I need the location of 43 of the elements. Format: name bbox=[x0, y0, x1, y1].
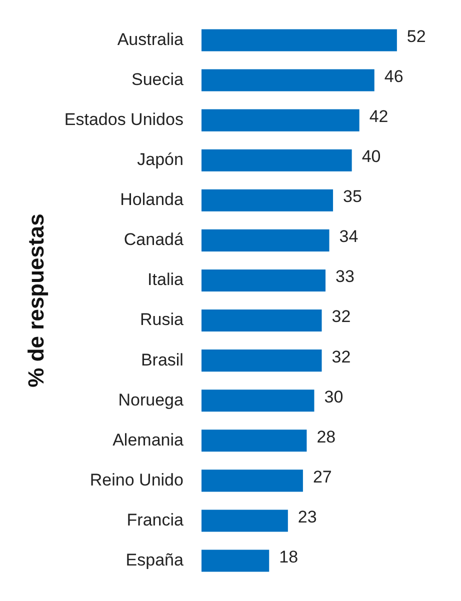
bar bbox=[201, 69, 374, 92]
bar bbox=[201, 470, 303, 492]
y-tick-label: Francia bbox=[126, 510, 184, 530]
y-tick-label: España bbox=[126, 550, 184, 570]
y-axis-title: % de respuestas bbox=[23, 214, 48, 388]
y-tick-label: Reino Unido bbox=[90, 470, 184, 490]
y-tick-label: Alemania bbox=[112, 430, 184, 450]
y-tick-label: Estados Unidos bbox=[64, 110, 184, 129]
bar bbox=[201, 350, 322, 372]
bar bbox=[201, 109, 360, 132]
data-label: 33 bbox=[336, 267, 354, 286]
bar bbox=[201, 29, 397, 52]
y-tick-label: Suecia bbox=[131, 70, 184, 89]
data-label: 27 bbox=[312, 467, 332, 486]
data-label: 34 bbox=[339, 227, 358, 246]
bar bbox=[201, 149, 352, 172]
data-label: 40 bbox=[362, 147, 381, 166]
data-label: 42 bbox=[369, 106, 388, 126]
y-tick-label: Rusia bbox=[140, 310, 184, 330]
bar bbox=[201, 390, 314, 412]
data-label: 32 bbox=[332, 307, 351, 326]
y-tick-label: Brasil bbox=[140, 350, 184, 370]
data-label: 18 bbox=[279, 547, 298, 566]
bar bbox=[201, 510, 288, 532]
y-tick-label: Holanda bbox=[120, 190, 184, 210]
data-label: 30 bbox=[324, 387, 344, 406]
bar bbox=[201, 269, 326, 292]
bar bbox=[201, 550, 270, 572]
bar bbox=[201, 310, 322, 332]
data-label: 46 bbox=[384, 66, 404, 86]
bar bbox=[201, 229, 330, 252]
data-label: 35 bbox=[343, 187, 362, 206]
bar bbox=[201, 189, 334, 212]
data-label: 52 bbox=[406, 26, 426, 46]
data-label: 28 bbox=[316, 427, 336, 446]
y-tick-label: Canadá bbox=[124, 230, 184, 250]
y-tick-label: Italia bbox=[148, 270, 184, 290]
y-tick-label: Australia bbox=[117, 30, 184, 49]
data-label: 32 bbox=[332, 347, 351, 366]
y-tick-label: Japón bbox=[137, 150, 184, 170]
bar bbox=[201, 430, 307, 452]
y-tick-label: Noruega bbox=[118, 390, 184, 410]
data-label: 23 bbox=[298, 507, 317, 526]
